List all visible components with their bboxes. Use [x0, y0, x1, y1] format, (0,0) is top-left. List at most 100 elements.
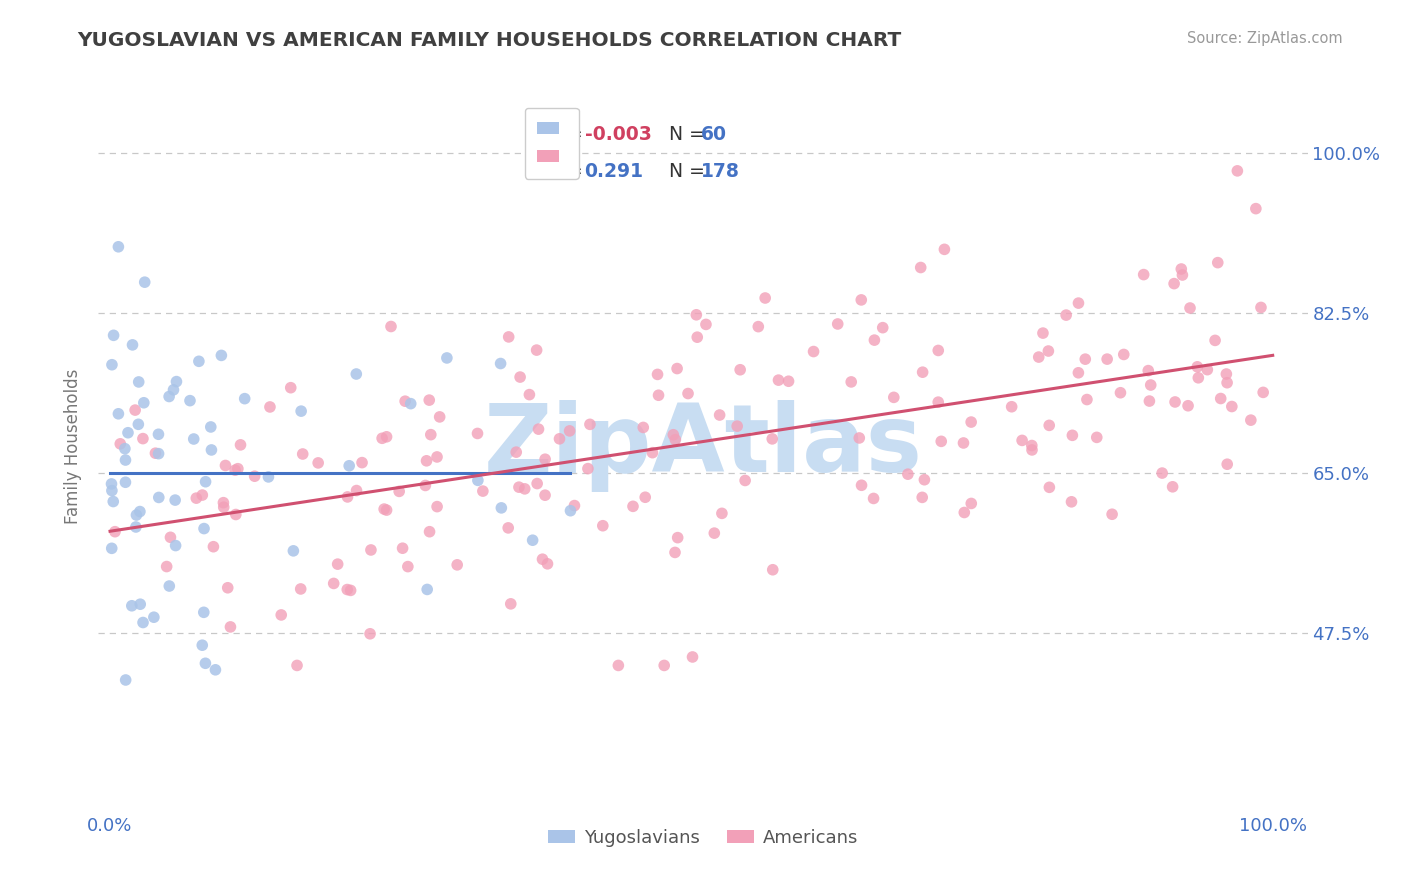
Point [124, 403, 146, 417]
Point [233, 392, 256, 406]
Point [132, 396, 155, 410]
Point [911, 491, 934, 505]
Point [576, 461, 599, 475]
Point [193, 522, 215, 536]
Point [291, 447, 314, 461]
Point [1011, 434, 1033, 448]
Point [527, 422, 550, 436]
Point [212, 496, 235, 510]
Point [322, 576, 344, 591]
Point [110, 437, 132, 451]
Point [350, 456, 373, 470]
Point [725, 419, 748, 434]
Point [927, 395, 949, 409]
Point [664, 545, 686, 559]
Point [415, 478, 437, 492]
Text: N =: N = [669, 125, 704, 145]
Point [114, 453, 136, 467]
Point [226, 461, 249, 475]
Point [709, 408, 731, 422]
Point [754, 291, 776, 305]
Point [558, 424, 581, 438]
Point [114, 673, 136, 687]
Point [934, 243, 956, 257]
Point [217, 581, 239, 595]
Point [851, 478, 873, 492]
Point [548, 432, 571, 446]
Point [652, 658, 675, 673]
Point [270, 607, 292, 622]
Point [863, 333, 886, 347]
Point [489, 357, 512, 371]
Point [191, 488, 214, 502]
Point [157, 390, 180, 404]
Point [666, 361, 689, 376]
Point [148, 427, 170, 442]
Point [200, 442, 222, 457]
Point [531, 552, 554, 566]
Point [290, 582, 312, 596]
Point [534, 452, 557, 467]
Point [607, 658, 630, 673]
Point [872, 320, 894, 334]
Point [336, 490, 359, 504]
Point [621, 500, 644, 514]
Point [1206, 255, 1229, 269]
Point [910, 260, 932, 275]
Point [664, 433, 686, 447]
Point [509, 370, 531, 384]
Point [1244, 202, 1267, 216]
Point [114, 442, 136, 456]
Point [1021, 438, 1043, 452]
Point [101, 358, 124, 372]
Point [399, 397, 422, 411]
Point [426, 500, 449, 514]
Point [676, 386, 699, 401]
Point [960, 496, 983, 510]
Point [436, 351, 458, 365]
Point [391, 541, 413, 556]
Point [467, 426, 489, 441]
Point [897, 467, 920, 482]
Point [129, 504, 152, 518]
Point [156, 559, 179, 574]
Point [259, 400, 281, 414]
Point [1177, 399, 1199, 413]
Point [778, 374, 800, 388]
Point [104, 524, 127, 539]
Point [209, 348, 232, 362]
Point [762, 563, 785, 577]
Point [1197, 362, 1219, 376]
Point [187, 354, 209, 368]
Point [114, 475, 136, 490]
Point [204, 663, 226, 677]
Point [1038, 344, 1060, 359]
Point [375, 430, 398, 444]
Point [662, 427, 685, 442]
Point [647, 388, 669, 402]
Point [121, 338, 143, 352]
Point [193, 605, 215, 619]
Point [927, 343, 949, 358]
Point [145, 446, 167, 460]
Point [499, 597, 522, 611]
Point [1187, 359, 1209, 374]
Point [336, 582, 359, 597]
Point [1216, 376, 1239, 390]
Text: N =: N = [669, 161, 704, 181]
Point [1001, 400, 1024, 414]
Point [1226, 164, 1249, 178]
Point [467, 474, 489, 488]
Point [219, 620, 242, 634]
Point [373, 502, 395, 516]
Point [194, 475, 217, 489]
Point [159, 530, 181, 544]
Point [418, 393, 440, 408]
Point [1187, 371, 1209, 385]
Point [183, 432, 205, 446]
Point [419, 427, 441, 442]
Point [429, 409, 451, 424]
Point [526, 476, 548, 491]
Point [513, 482, 536, 496]
Point [166, 375, 188, 389]
